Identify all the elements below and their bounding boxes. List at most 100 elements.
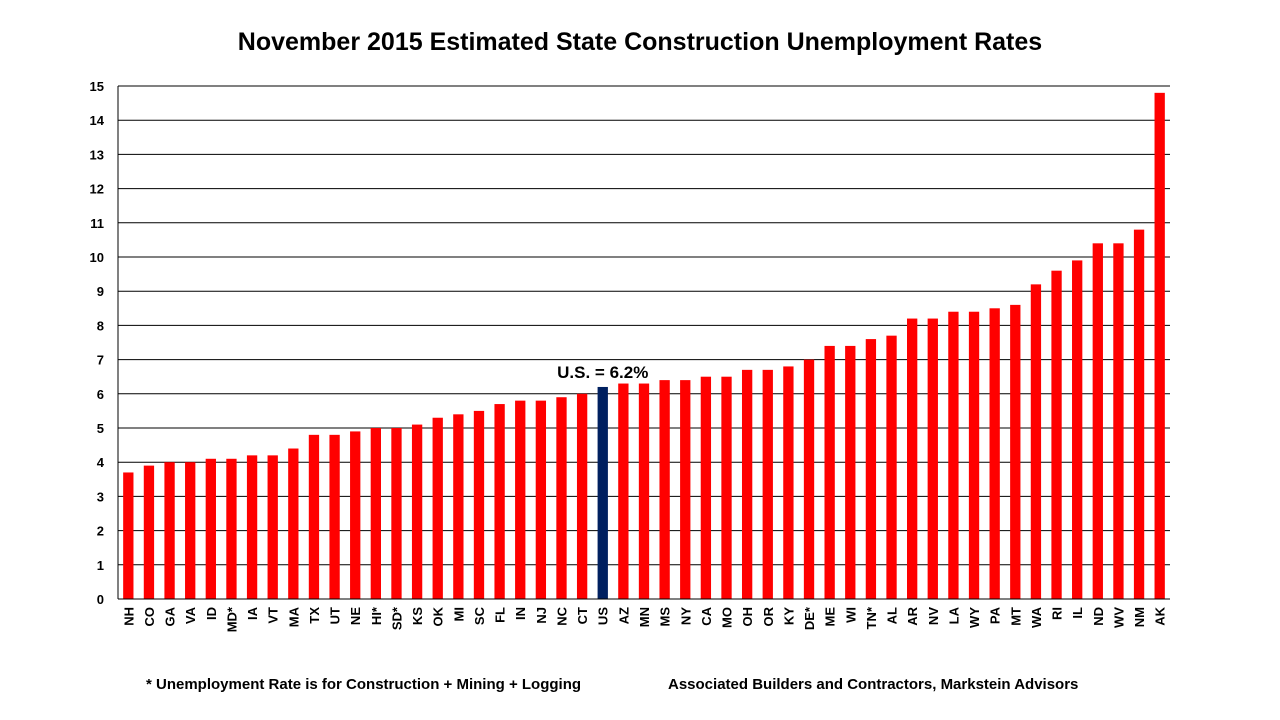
y-tick-label: 3 bbox=[97, 489, 104, 504]
y-tick-label: 4 bbox=[97, 455, 105, 470]
bar-ma bbox=[288, 448, 299, 599]
bar-mi bbox=[453, 414, 464, 599]
bar-ar bbox=[907, 318, 918, 599]
x-tick-label: MT bbox=[1008, 607, 1023, 626]
x-tick-label: IN bbox=[513, 607, 528, 620]
x-tick-label: IA bbox=[245, 606, 260, 620]
bar-ks bbox=[411, 424, 423, 599]
bar-nv bbox=[927, 318, 938, 599]
bar-pa bbox=[989, 308, 1000, 599]
x-tick-label: WI bbox=[843, 607, 858, 623]
bar-va bbox=[185, 462, 196, 599]
x-tick-label: SC bbox=[472, 606, 487, 625]
bar-nj bbox=[535, 400, 547, 599]
bar-mt bbox=[1010, 304, 1021, 599]
bar-id bbox=[205, 458, 216, 599]
x-tick-label: MO bbox=[720, 607, 735, 628]
x-tick-label: VA bbox=[183, 606, 198, 624]
bar-tn bbox=[865, 339, 877, 599]
x-tick-label: WV bbox=[1111, 607, 1126, 628]
x-tick-label: MI bbox=[451, 607, 466, 621]
bar-ak bbox=[1154, 92, 1165, 599]
x-tick-label: AL bbox=[885, 607, 900, 624]
y-tick-label: 8 bbox=[97, 318, 104, 333]
y-tick-label: 14 bbox=[90, 113, 105, 128]
x-tick-label: TX bbox=[307, 607, 322, 624]
bar-al bbox=[886, 335, 897, 599]
footnote-source: Associated Builders and Contractors, Mar… bbox=[668, 676, 1079, 693]
x-tick-label: PA bbox=[988, 606, 1003, 624]
bar-ut bbox=[329, 434, 340, 599]
x-tick-label: NC bbox=[554, 606, 569, 625]
x-tick-label: FL bbox=[493, 607, 508, 623]
x-tick-label: ID bbox=[204, 607, 219, 620]
bar-la bbox=[948, 311, 959, 599]
x-tick-label: UT bbox=[328, 607, 343, 624]
bar-me bbox=[824, 345, 835, 599]
x-tick-label: LA bbox=[946, 606, 961, 624]
bar-ia bbox=[246, 455, 258, 599]
bar-md bbox=[226, 458, 237, 599]
bar-ct bbox=[576, 393, 588, 599]
x-tick-label: AR bbox=[905, 606, 920, 625]
bar-or bbox=[762, 369, 773, 599]
x-tick-label: US bbox=[596, 607, 611, 625]
x-tick-label: AK bbox=[1153, 606, 1168, 625]
x-tick-label: NY bbox=[678, 607, 693, 625]
x-tick-labels: NH CO GA VA ID MD* IA VT MA TX UT NE HI* SD* KS OK MI SC F… bbox=[121, 606, 1167, 632]
y-tick-label: 0 bbox=[97, 592, 104, 607]
bars bbox=[123, 92, 1165, 599]
bar-mo bbox=[721, 376, 732, 599]
x-tick-label: KY bbox=[781, 607, 796, 625]
bar-ca bbox=[700, 376, 712, 599]
bar-il bbox=[1072, 260, 1083, 599]
x-tick-label: OR bbox=[761, 606, 776, 626]
x-tick-label: GA bbox=[163, 606, 178, 626]
x-tick-label: MA bbox=[286, 606, 301, 627]
bar-ga bbox=[164, 462, 175, 599]
bar-ky bbox=[783, 366, 794, 599]
bar-nh bbox=[123, 472, 134, 599]
bar-az bbox=[618, 383, 629, 599]
x-tick-label: MS bbox=[658, 607, 673, 627]
bar-wi bbox=[845, 345, 856, 599]
us-annotation: U.S. = 6.2% bbox=[557, 363, 648, 382]
x-tick-label: NE bbox=[348, 607, 363, 625]
x-tick-label: ND bbox=[1091, 607, 1106, 626]
y-tick-label: 7 bbox=[97, 353, 104, 368]
bar-us bbox=[597, 386, 608, 599]
x-tick-label: WY bbox=[967, 607, 982, 628]
x-tick-label: TN* bbox=[864, 606, 879, 629]
axes bbox=[117, 86, 1170, 600]
x-tick-label: CA bbox=[699, 606, 714, 625]
bar-vt bbox=[267, 455, 278, 599]
bar-hi bbox=[370, 428, 381, 599]
bar-sd bbox=[391, 428, 402, 599]
x-tick-label: AZ bbox=[616, 607, 631, 624]
x-tick-label: WA bbox=[1029, 606, 1044, 628]
y-tick-label: 9 bbox=[97, 284, 104, 299]
bar-oh bbox=[741, 369, 753, 599]
bar-co bbox=[143, 465, 155, 599]
bar-sc bbox=[473, 410, 485, 599]
y-tick-label: 1 bbox=[97, 558, 104, 573]
x-tick-label: DE* bbox=[802, 606, 817, 630]
bar-ok bbox=[432, 417, 443, 599]
x-tick-label: CO bbox=[142, 607, 157, 627]
y-tick-label: 6 bbox=[97, 387, 104, 402]
bar-wv bbox=[1113, 243, 1124, 599]
bar-de bbox=[803, 359, 815, 599]
y-tick-label: 11 bbox=[90, 216, 104, 231]
x-tick-label: HI* bbox=[369, 606, 384, 625]
chart-title: November 2015 Estimated State Constructi… bbox=[237, 28, 1043, 56]
y-tick-label: 2 bbox=[97, 524, 104, 539]
bar-nm bbox=[1133, 229, 1145, 599]
bar-tx bbox=[308, 434, 320, 599]
bar-mn bbox=[638, 383, 650, 599]
x-tick-label: KS bbox=[410, 607, 425, 625]
x-tick-label: VT bbox=[266, 607, 281, 624]
y-tick-label: 5 bbox=[97, 421, 104, 436]
bar-ri bbox=[1051, 270, 1062, 599]
